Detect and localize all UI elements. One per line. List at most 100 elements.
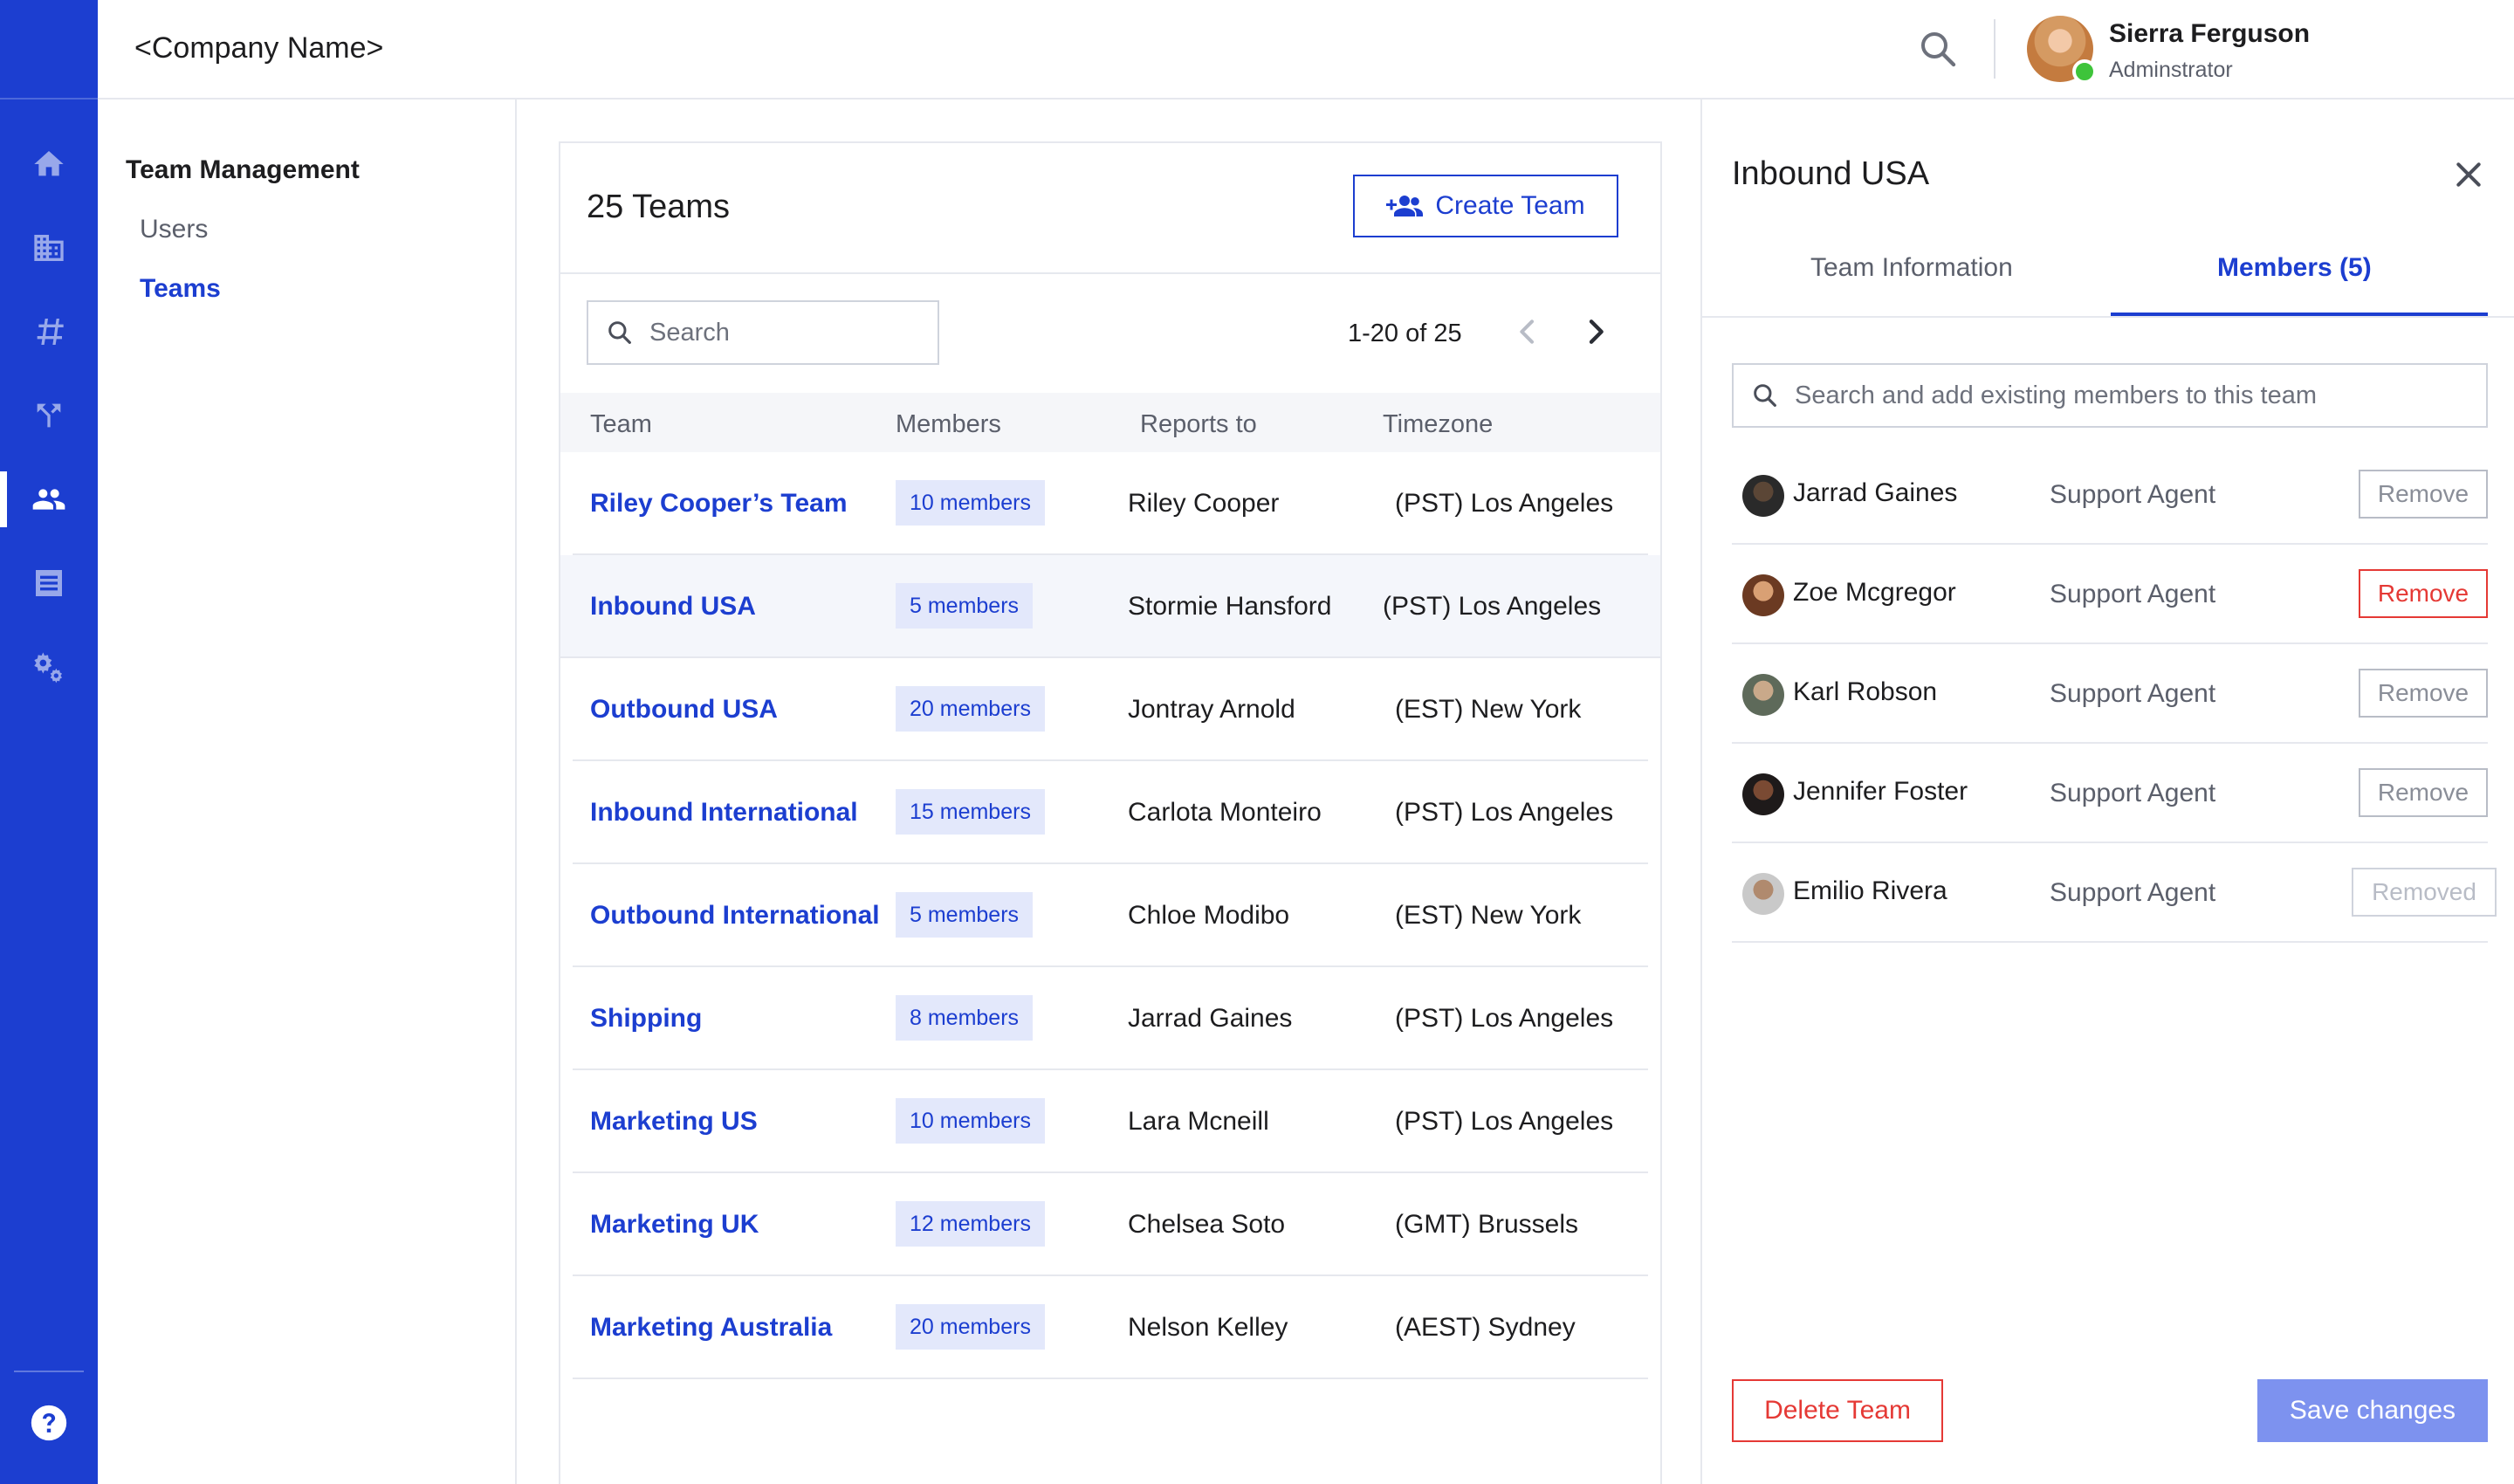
member-count-badge: 8 members: [896, 995, 1034, 1041]
list-item: Jennifer Foster Support Agent Remove: [1732, 744, 2488, 843]
table-row[interactable]: Marketing US 10 members Lara Mcneill (PS…: [573, 1070, 1648, 1173]
hash-icon: [37, 319, 64, 345]
save-changes-button[interactable]: Save changes: [2257, 1379, 2488, 1442]
members-list: Jarrad Gaines Support Agent Remove Zoe M…: [1732, 445, 2497, 943]
timezone: (PST) Los Angeles: [1395, 798, 1614, 827]
rail-item-home[interactable]: [0, 122, 98, 206]
document-icon: [36, 570, 62, 596]
member-role: Support Agent: [2050, 480, 2216, 509]
team-name-link[interactable]: Shipping: [590, 1004, 703, 1033]
pagination-range: 1-20 of 25: [1348, 319, 1462, 347]
reports-to: Jontray Arnold: [1128, 695, 1295, 724]
reports-to: Carlota Monteiro: [1128, 798, 1322, 827]
home-icon: [34, 151, 64, 176]
list-item: Zoe Mcgregor Support Agent Remove: [1732, 545, 2488, 644]
sidebar-item-users[interactable]: Users: [140, 215, 209, 244]
sidebar-section-title: Team Management: [126, 155, 360, 184]
column-header-members[interactable]: Members: [896, 410, 1001, 438]
rail-item-buildings[interactable]: [0, 206, 98, 290]
member-count-badge: 15 members: [896, 789, 1045, 835]
left-rail: [0, 0, 98, 1484]
global-search-button[interactable]: [1912, 23, 1964, 75]
panel-tabs: Team Information Members (5): [1702, 225, 2514, 318]
team-name-link[interactable]: Outbound USA: [590, 695, 778, 724]
users-icon: [32, 489, 65, 510]
help-icon: [31, 1405, 67, 1441]
list-item: Karl Robson Support Agent Remove: [1732, 644, 2488, 744]
reports-to: Chloe Modibo: [1128, 901, 1290, 930]
branch-icon: [37, 403, 61, 428]
team-name-link[interactable]: Inbound USA: [590, 592, 756, 621]
create-team-button[interactable]: Create Team: [1353, 175, 1618, 237]
table-row[interactable]: Marketing UK 12 members Chelsea Soto (GM…: [573, 1173, 1648, 1276]
list-item: Emilio Rivera Support Agent Removed: [1732, 843, 2497, 943]
removed-status-button[interactable]: Removed: [2352, 868, 2497, 917]
team-name-link[interactable]: Inbound International: [590, 798, 858, 827]
timezone: (EST) New York: [1395, 695, 1582, 724]
member-name: Jarrad Gaines: [1793, 478, 1958, 507]
reports-to: Jarrad Gaines: [1128, 1004, 1293, 1033]
search-icon: [1754, 384, 1776, 407]
member-count-badge: 10 members: [896, 1098, 1045, 1144]
column-header-team[interactable]: Team: [590, 410, 652, 438]
help-button[interactable]: [0, 1397, 98, 1449]
user-name: Sierra Ferguson: [2109, 19, 2311, 48]
rail-item-channels[interactable]: [0, 290, 98, 374]
team-name-link[interactable]: Marketing Australia: [590, 1313, 833, 1342]
panel-title: Inbound USA: [1732, 155, 1930, 192]
avatar: [1742, 674, 1784, 716]
column-header-reports-to[interactable]: Reports to: [1140, 410, 1257, 438]
team-name-link[interactable]: Outbound International: [590, 901, 880, 930]
member-count-badge: 5 members: [896, 892, 1034, 938]
team-search-input[interactable]: [649, 318, 929, 347]
remove-member-button[interactable]: Remove: [2359, 470, 2488, 519]
add-group-icon: [1386, 196, 1424, 216]
team-name-link[interactable]: Marketing US: [590, 1107, 758, 1136]
search-icon: [1921, 32, 1956, 67]
rail-divider: [14, 1371, 84, 1372]
timezone: (PST) Los Angeles: [1383, 592, 1602, 621]
sidebar-item-teams[interactable]: Teams: [140, 274, 221, 303]
close-icon[interactable]: [2451, 157, 2486, 192]
rail-item-settings[interactable]: [0, 625, 98, 709]
member-role: Support Agent: [2050, 779, 2216, 807]
remove-member-button[interactable]: Remove: [2359, 569, 2488, 618]
list-item: Jarrad Gaines Support Agent Remove: [1732, 445, 2488, 545]
timezone: (EST) New York: [1395, 901, 1582, 930]
reports-to: Nelson Kelley: [1128, 1313, 1288, 1342]
tab-team-information[interactable]: Team Information: [1810, 253, 2013, 282]
member-search-box: [1732, 363, 2488, 428]
table-row[interactable]: Riley Cooper’s Team 10 members Riley Coo…: [573, 452, 1648, 555]
active-tab-indicator: [2111, 313, 2488, 316]
table-row[interactable]: Outbound International 5 members Chloe M…: [573, 864, 1648, 967]
company-name: <Company Name>: [134, 31, 384, 65]
table-row[interactable]: Marketing Australia 20 members Nelson Ke…: [573, 1276, 1648, 1379]
column-header-timezone[interactable]: Timezone: [1383, 410, 1494, 438]
remove-member-button[interactable]: Remove: [2359, 768, 2488, 817]
table-row-selected[interactable]: Inbound USA 5 members Stormie Hansford (…: [560, 555, 1660, 658]
table-row[interactable]: Inbound International 15 members Carlota…: [573, 761, 1648, 864]
team-name-link[interactable]: Marketing UK: [590, 1210, 759, 1239]
member-count-badge: 12 members: [896, 1201, 1045, 1247]
member-name: Emilio Rivera: [1793, 876, 1947, 905]
team-details-panel: Inbound USA Team Information Members (5)…: [1700, 100, 2514, 1484]
delete-team-button[interactable]: Delete Team: [1732, 1379, 1943, 1442]
chevron-left-icon[interactable]: [1510, 314, 1545, 349]
table-row[interactable]: Outbound USA 20 members Jontray Arnold (…: [573, 658, 1648, 761]
team-search-box: [587, 300, 939, 365]
reports-to: Stormie Hansford: [1128, 592, 1332, 621]
rail-item-routing[interactable]: [0, 374, 98, 457]
rail-item-reports[interactable]: [0, 541, 98, 625]
timezone: (PST) Los Angeles: [1395, 1107, 1614, 1136]
team-name-link[interactable]: Riley Cooper’s Team: [590, 489, 848, 518]
create-team-label: Create Team: [1435, 191, 1585, 220]
table-row[interactable]: Shipping 8 members Jarrad Gaines (PST) L…: [573, 967, 1648, 1070]
member-count-badge: 20 members: [896, 686, 1045, 732]
team-management-sidebar: Team Management Users Teams: [98, 100, 517, 1484]
rail-item-teams[interactable]: [0, 457, 98, 541]
member-search-input[interactable]: [1795, 381, 2476, 410]
chevron-right-icon[interactable]: [1578, 314, 1613, 349]
remove-member-button[interactable]: Remove: [2359, 669, 2488, 718]
tab-members[interactable]: Members (5): [2217, 253, 2372, 282]
timezone: (PST) Los Angeles: [1395, 1004, 1614, 1033]
